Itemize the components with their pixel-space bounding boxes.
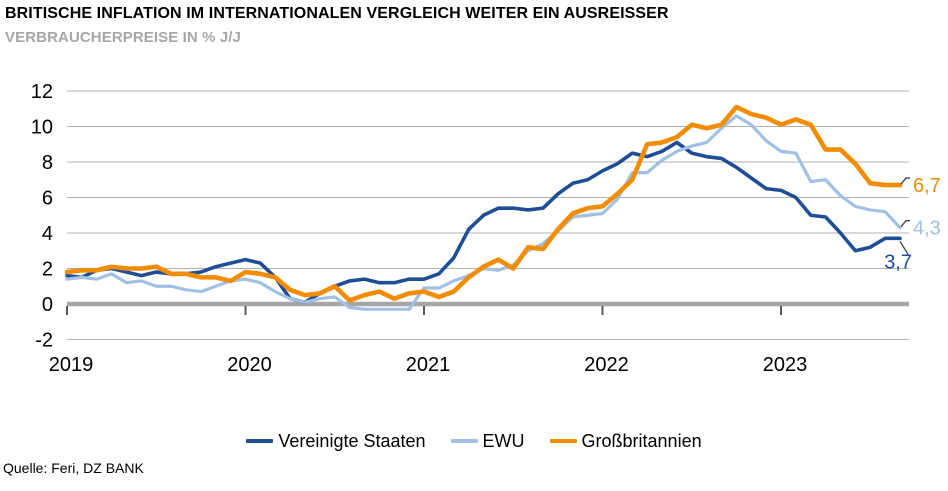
legend: Vereinigte Staaten EWU Großbritannien [0, 430, 948, 452]
legend-label-grossbritannien: Großbritannien [581, 430, 702, 451]
x-axis-label: 2021 [406, 354, 451, 376]
series-line-vereinigte-staaten [65, 140, 902, 305]
y-axis-label: 0 [42, 294, 53, 316]
end-label: 6,7 [913, 175, 941, 197]
y-axis-label: 6 [42, 188, 53, 210]
x-axis-label: 2023 [763, 354, 808, 376]
end-label-leader [900, 177, 910, 185]
x-axis-label: 2022 [584, 354, 629, 376]
legend-swatch-ewu [450, 439, 478, 443]
source-note: Quelle: Feri, DZ BANK [3, 460, 144, 476]
y-axis-label: -2 [35, 330, 53, 352]
y-axis-label: 8 [42, 152, 53, 174]
series-line-ewu [65, 114, 902, 311]
series-line-gro-britannien [64, 104, 903, 303]
legend-item-vereinigte-staaten: Vereinigte Staaten [246, 430, 426, 452]
legend-label-vereinigte-staaten: Vereinigte Staaten [278, 430, 426, 451]
y-axis-label: 4 [42, 223, 53, 245]
y-axis-label: 2 [42, 259, 53, 281]
end-label-leader [900, 220, 910, 228]
y-axis-label: 10 [31, 117, 53, 139]
legend-swatch-grossbritannien [549, 439, 577, 443]
end-label-leader [899, 240, 909, 255]
chart-title: BRITISCHE INFLATION IM INTERNATIONALEN V… [5, 5, 669, 22]
legend-label-ewu: EWU [482, 430, 525, 451]
x-axis-label: 2020 [227, 354, 272, 376]
legend-item-ewu: EWU [450, 430, 525, 452]
chart-subtitle: VERBRAUCHERPREISE IN % J/J [5, 29, 241, 46]
end-label: 4,3 [913, 218, 941, 240]
end-label: 3,7 [884, 251, 912, 273]
x-axis-label: 2019 [49, 354, 94, 376]
y-axis-label: 12 [31, 81, 53, 103]
legend-swatch-vereinigte-staaten [246, 439, 274, 443]
legend-item-grossbritannien: Großbritannien [549, 430, 702, 452]
